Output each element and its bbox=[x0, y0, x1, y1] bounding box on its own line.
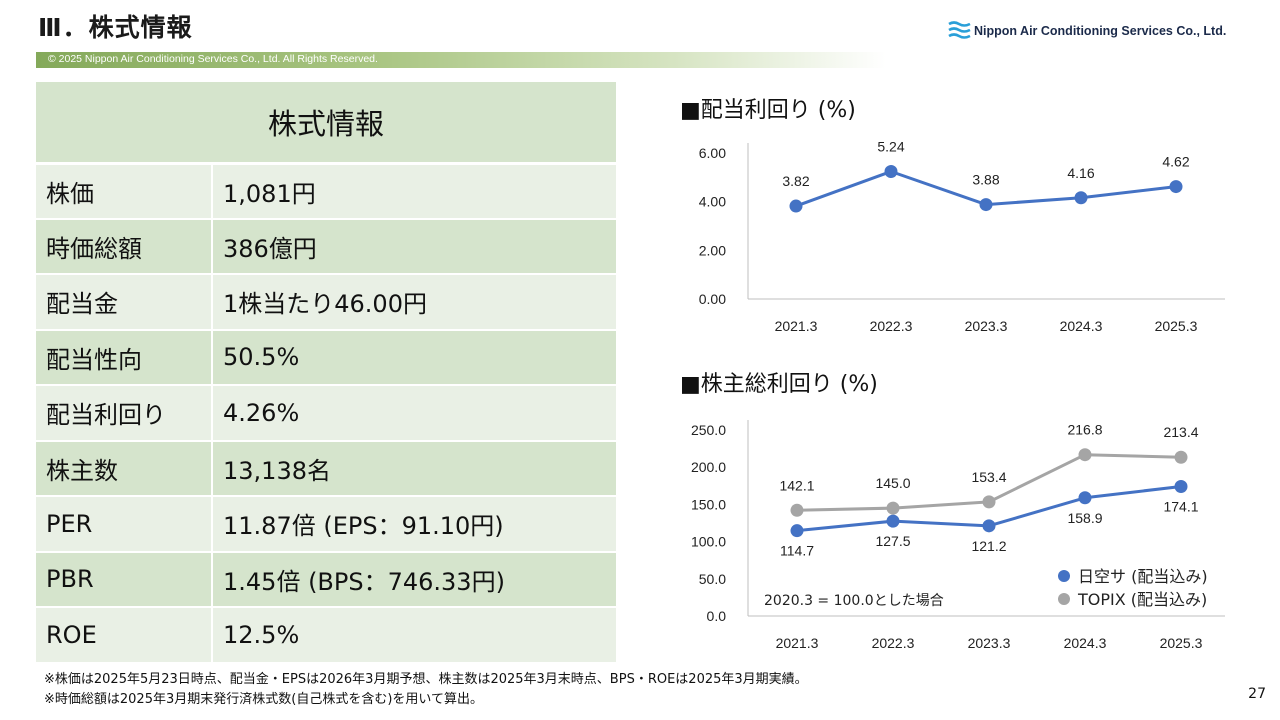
row-label: 配当金 bbox=[36, 274, 213, 331]
data-point-0-1 bbox=[886, 514, 900, 528]
table-row: 配当利回り 4.26% bbox=[36, 385, 616, 442]
row-label: 株主数 bbox=[36, 440, 213, 497]
data-point-0-0 bbox=[789, 199, 803, 213]
wave-logo-icon bbox=[948, 21, 971, 39]
data-label-0-0: 114.7 bbox=[780, 543, 814, 559]
row-value: 1,081円 bbox=[212, 163, 616, 220]
x-tick-label: 2025.3 bbox=[1160, 635, 1203, 651]
table-row: ROE 12.5% bbox=[36, 607, 616, 664]
y-tick-label: 100.0 bbox=[691, 534, 726, 550]
row-value: 11.87倍 (EPS：91.10円) bbox=[212, 496, 616, 553]
data-point-0-2 bbox=[982, 519, 996, 533]
data-label-0-1: 5.24 bbox=[877, 138, 904, 154]
row-value: 50.5% bbox=[212, 329, 616, 386]
x-tick-label: 2024.3 bbox=[1060, 318, 1103, 334]
dividend-yield-chart: 0.00 2.00 4.00 6.00 2021.3 2022.3 2023.3 2024.3… bbox=[699, 138, 1225, 334]
legend-label-0: 日空サ (配当込み) bbox=[1078, 567, 1208, 586]
legend-label-1: TOPIX (配当込み) bbox=[1077, 590, 1207, 609]
table-row: 株価 1,081円 bbox=[36, 163, 616, 220]
page-number: 27 bbox=[1248, 686, 1266, 702]
data-label-1-1: 145.0 bbox=[875, 475, 910, 491]
tsr-chart-title: ■株主総利回り (%) bbox=[680, 372, 878, 397]
tsr-chart: 0.0 50.0 100.0 150.0 200.0 250.0 2021.3 2022.3 2… bbox=[691, 420, 1225, 651]
table-row: PBR 1.45倍 (BPS：746.33円) bbox=[36, 551, 616, 608]
x-tick-label: 2022.3 bbox=[872, 635, 915, 651]
x-tick-label: 2021.3 bbox=[776, 635, 819, 651]
row-label: 配当利回り bbox=[36, 385, 213, 442]
data-label-0-1: 127.5 bbox=[875, 533, 910, 549]
footnote-2: ※時価総額は2025年3月期末発行済株式数(自己株式を含む)を用いて算出。 bbox=[44, 692, 484, 707]
y-tick-label: 200.0 bbox=[691, 459, 726, 475]
data-point-0-2 bbox=[979, 198, 993, 212]
row-label: PER bbox=[36, 496, 213, 553]
data-point-0-4 bbox=[1169, 180, 1183, 194]
y-tick-label: 150.0 bbox=[691, 496, 726, 512]
y-tick-label: 2.00 bbox=[699, 242, 726, 258]
y-tick-label: 250.0 bbox=[691, 422, 726, 438]
data-label-1-0: 142.1 bbox=[779, 477, 814, 493]
row-value: 12.5% bbox=[212, 607, 616, 664]
y-tick-label: 4.00 bbox=[699, 194, 726, 210]
x-tick-label: 2022.3 bbox=[870, 318, 913, 334]
data-point-0-1 bbox=[884, 164, 898, 178]
company-logo: Nippon Air Conditioning Services Co., Lt… bbox=[948, 18, 1226, 44]
data-label-1-3: 216.8 bbox=[1067, 422, 1102, 438]
company-name: Nippon Air Conditioning Services Co., Lt… bbox=[974, 24, 1227, 38]
data-point-1-3 bbox=[1078, 448, 1092, 462]
data-label-0-2: 3.88 bbox=[972, 172, 999, 188]
data-label-0-4: 174.1 bbox=[1163, 498, 1198, 514]
data-label-1-2: 153.4 bbox=[971, 469, 1006, 485]
table-row: 配当金 1株当たり46.00円 bbox=[36, 274, 616, 331]
row-value: 13,138名 bbox=[212, 440, 616, 497]
x-tick-label: 2023.3 bbox=[965, 318, 1008, 334]
data-label-0-4: 4.62 bbox=[1162, 154, 1189, 170]
row-value: 386億円 bbox=[212, 218, 616, 275]
row-value: 1.45倍 (BPS：746.33円) bbox=[212, 551, 616, 608]
data-point-0-0 bbox=[790, 524, 804, 538]
table-row: 株主数 13,138名 bbox=[36, 440, 616, 497]
x-tick-label: 2024.3 bbox=[1064, 635, 1107, 651]
data-label-0-3: 4.16 bbox=[1067, 165, 1094, 181]
x-tick-label: 2021.3 bbox=[775, 318, 818, 334]
data-point-0-3 bbox=[1074, 191, 1088, 205]
y-tick-label: 50.0 bbox=[699, 571, 726, 587]
data-point-1-4 bbox=[1174, 450, 1188, 464]
x-tick-label: 2023.3 bbox=[968, 635, 1011, 651]
copyright-text: © 2025 Nippon Air Conditioning Services … bbox=[48, 53, 378, 65]
stock-info-table: 株式情報 株価 1,081円 時価総額 386億円 配当金 1株当たり46.00… bbox=[36, 82, 616, 664]
data-point-1-1 bbox=[886, 501, 900, 515]
chart-annotation: 2020.3 = 100.0とした場合 bbox=[764, 593, 944, 609]
row-value: 4.26% bbox=[212, 385, 616, 442]
page-title: Ⅲ．株式情報 bbox=[38, 13, 193, 42]
data-label-1-4: 213.4 bbox=[1163, 424, 1198, 440]
y-tick-label: 0.00 bbox=[699, 291, 726, 307]
row-label: 時価総額 bbox=[36, 218, 213, 275]
table-row: 時価総額 386億円 bbox=[36, 218, 616, 275]
dividend-yield-chart-title: ■配当利回り (%) bbox=[680, 98, 856, 123]
y-tick-label: 6.00 bbox=[699, 145, 726, 161]
footnote-1: ※株価は2025年5月23日時点、配当金・EPSは2026年3月期予想、株主数は… bbox=[44, 672, 808, 687]
y-tick-label: 0.0 bbox=[707, 608, 727, 624]
row-label: 株価 bbox=[36, 163, 213, 220]
table-row: PER 11.87倍 (EPS：91.10円) bbox=[36, 496, 616, 553]
data-label-0-2: 121.2 bbox=[971, 538, 1006, 554]
data-point-1-0 bbox=[790, 503, 804, 517]
table-title: 株式情報 bbox=[36, 82, 616, 165]
row-label: 配当性向 bbox=[36, 329, 213, 386]
x-tick-label: 2025.3 bbox=[1155, 318, 1198, 334]
data-point-0-4 bbox=[1174, 479, 1188, 493]
row-label: ROE bbox=[36, 607, 213, 664]
legend-marker-0 bbox=[1058, 570, 1070, 582]
copyright-bar: © 2025 Nippon Air Conditioning Services … bbox=[36, 52, 886, 68]
data-label-0-3: 158.9 bbox=[1067, 510, 1102, 526]
row-label: PBR bbox=[36, 551, 213, 608]
data-point-1-2 bbox=[982, 495, 996, 509]
table-row: 配当性向 50.5% bbox=[36, 329, 616, 386]
data-point-0-3 bbox=[1078, 491, 1092, 505]
legend-marker-1 bbox=[1058, 593, 1070, 605]
row-value: 1株当たり46.00円 bbox=[212, 274, 616, 331]
data-label-0-0: 3.82 bbox=[782, 173, 809, 189]
